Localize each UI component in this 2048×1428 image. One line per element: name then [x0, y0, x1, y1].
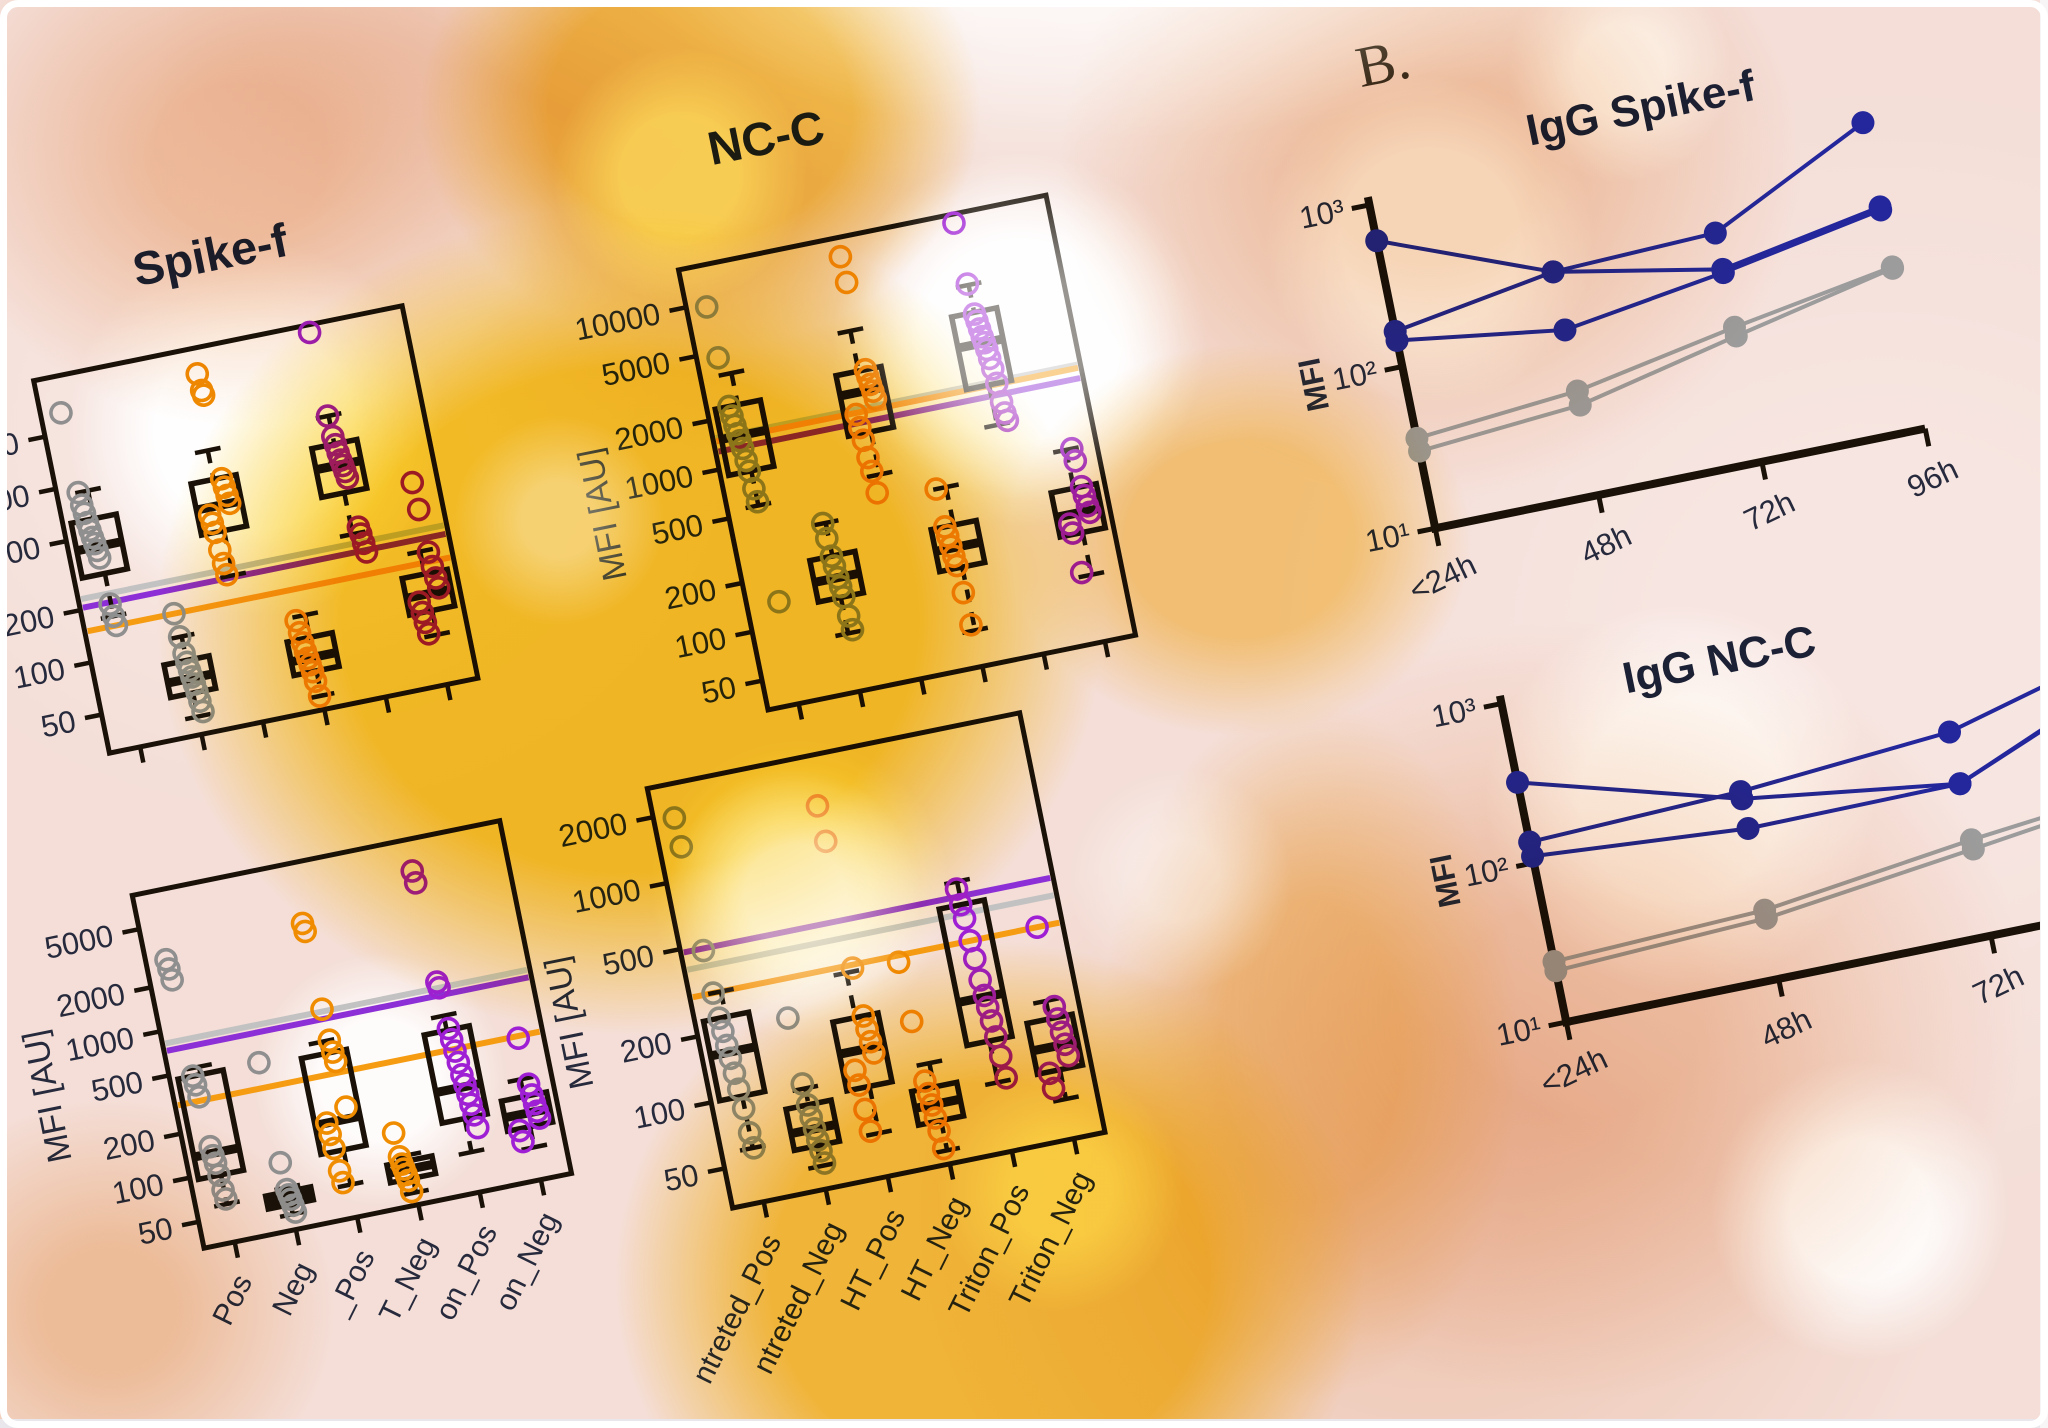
svg-text:1000: 1000 — [569, 872, 644, 920]
svg-text:1000: 1000 — [63, 1020, 138, 1068]
boxplot-group-Untreated_Neg — [776, 1006, 843, 1206]
data-points — [924, 477, 983, 637]
panel-title: NC-C — [703, 100, 829, 175]
svg-text:Pos: Pos — [206, 1270, 259, 1331]
svg-text:10²: 10² — [1329, 354, 1380, 397]
series-control-gray-1 — [1405, 255, 1904, 450]
svg-text:2000: 2000 — [54, 976, 129, 1024]
y-axis-label: MFI [AU] — [571, 445, 635, 584]
threshold-lines — [80, 522, 451, 635]
svg-text:200: 200 — [662, 572, 720, 617]
svg-text:10000: 10000 — [572, 296, 663, 347]
svg-text:96h: 96h — [1902, 451, 1964, 505]
y-axis-label: MFI [AU] — [537, 953, 601, 1092]
svg-text:200: 200 — [617, 1025, 675, 1070]
svg-text:72h: 72h — [1967, 958, 2029, 1012]
svg-text:MFI [AU]: MFI [AU] — [571, 445, 635, 584]
series-patient-navy-2 — [1383, 195, 1892, 343]
svg-text:50: 50 — [38, 703, 79, 744]
boxplot-group-Untreated_Neg — [806, 511, 867, 708]
panel-title: IgG Spike-f — [1522, 61, 1760, 155]
svg-text:2000: 2000 — [612, 409, 687, 457]
svg-text:MFI [AU]: MFI [AU] — [537, 953, 601, 1092]
data-points — [828, 244, 890, 505]
series-patient-navy-1 — [1365, 111, 1875, 284]
svg-text:200: 200 — [0, 599, 57, 644]
svg-text:200: 200 — [100, 1122, 158, 1167]
panel-spike-top: Spike-f 2000 1000 500 200 100 50 — [0, 213, 481, 763]
panel-title: IgG NC-C — [1618, 616, 1819, 703]
svg-text:10³: 10³ — [1296, 192, 1347, 235]
svg-text:50: 50 — [661, 1157, 702, 1198]
bottom-edge-strip — [0, 1419, 2048, 1428]
svg-text:Spike-f: Spike-f — [128, 213, 292, 296]
panel-title: Spike-f — [128, 213, 292, 296]
data-points — [694, 295, 791, 614]
svg-text:NC-C: NC-C — [703, 100, 829, 175]
svg-text:5000: 5000 — [42, 918, 117, 966]
boxplot-group-HT_Pos — [828, 244, 927, 695]
svg-text:100: 100 — [109, 1166, 167, 1211]
svg-text:10²: 10² — [1461, 850, 1512, 893]
series-control-gray-2 — [1544, 776, 2048, 983]
svg-text:100: 100 — [631, 1091, 689, 1136]
data-points — [185, 362, 242, 587]
svg-text:HT_Pos: HT_Pos — [834, 1204, 912, 1316]
svg-text:50: 50 — [135, 1211, 176, 1252]
svg-text:500: 500 — [649, 507, 707, 552]
svg-text:48h: 48h — [1575, 517, 1637, 571]
svg-text:<24h: <24h — [1404, 547, 1482, 609]
data-points — [290, 911, 358, 1195]
svg-text:2000: 2000 — [0, 425, 22, 473]
boxplot-group-HT_Neg — [924, 477, 989, 683]
svg-text:on_Neg: on_Neg — [489, 1207, 565, 1316]
svg-text:10³: 10³ — [1429, 691, 1480, 734]
boxplot-group-Triton_Pos — [942, 211, 1050, 671]
svg-text:500: 500 — [88, 1064, 146, 1109]
svg-text:Neg: Neg — [266, 1257, 320, 1321]
svg-text:50: 50 — [698, 669, 739, 710]
svg-text:2000: 2000 — [556, 806, 631, 854]
svg-text:48h: 48h — [1755, 1001, 1817, 1055]
svg-text:_Pos: _Pos — [321, 1245, 381, 1322]
svg-text:100: 100 — [672, 621, 730, 666]
svg-text:5000: 5000 — [599, 345, 674, 393]
svg-text:on_Pos: on_Pos — [429, 1220, 504, 1326]
svg-text:10¹: 10¹ — [1362, 516, 1413, 559]
boxplot-group-HT_Neg — [886, 950, 967, 1180]
svg-text:72h: 72h — [1738, 484, 1800, 538]
svg-text:500: 500 — [599, 938, 657, 983]
data-points — [297, 320, 379, 564]
svg-text:10¹: 10¹ — [1493, 1010, 1544, 1053]
svg-text:<24h: <24h — [1535, 1041, 1613, 1103]
svg-text:100: 100 — [10, 651, 68, 696]
series-patient-navy-3 — [1385, 198, 1893, 353]
boxplot-group-Triton_Neg — [498, 1026, 556, 1196]
svg-text:500: 500 — [0, 530, 43, 575]
svg-text:1000: 1000 — [0, 478, 33, 526]
svg-text:IgG Spike-f: IgG Spike-f — [1522, 61, 1760, 155]
svg-text:1000: 1000 — [622, 458, 697, 506]
svg-text:IgG NC-C: IgG NC-C — [1618, 616, 1819, 703]
right-edge-strip — [2040, 0, 2048, 1428]
